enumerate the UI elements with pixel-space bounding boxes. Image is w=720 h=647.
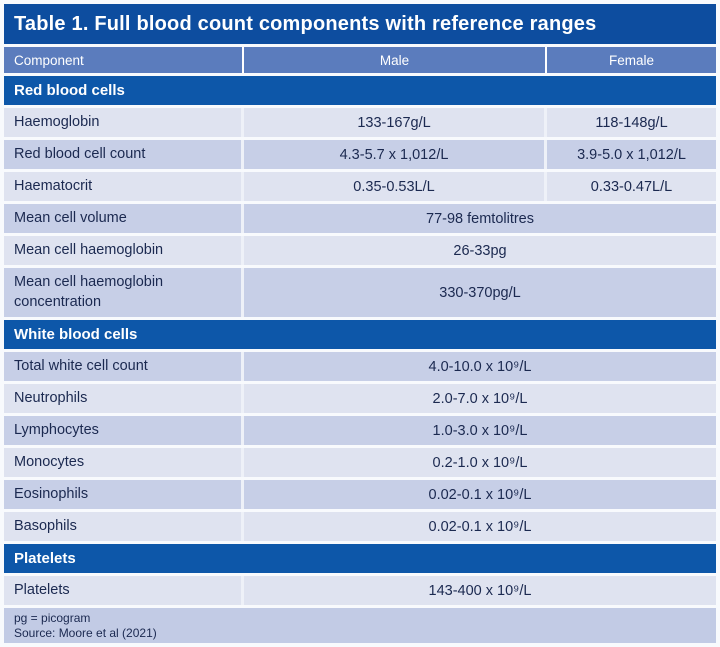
column-header-female: Female	[608, 52, 654, 68]
row-component-label: Eosinophils	[4, 480, 244, 509]
table-footnotes: pg = picogram Source: Moore et al (2021)	[4, 608, 716, 643]
row-value-combined: 2.0-7.0 x 10⁹/L	[244, 384, 716, 413]
row-value-combined: 143-400 x 10⁹/L	[244, 576, 716, 605]
section-header: Platelets	[4, 544, 716, 573]
row-component-label: Monocytes	[4, 448, 244, 477]
column-header-component: Component	[4, 47, 244, 73]
row-value-combined: 1.0-3.0 x 10⁹/L	[244, 416, 716, 445]
column-header-row: Component Male Female	[4, 47, 716, 73]
row-value-combined: 77-98 femtolitres	[244, 204, 716, 233]
row-component-label: Mean cell haemoglobin concentration	[4, 268, 244, 317]
row-value-male: 133-167g/L	[244, 108, 547, 137]
row-component-label: Lymphocytes	[4, 416, 244, 445]
footnote-source: Source: Moore et al (2021)	[14, 626, 157, 640]
section-header: Red blood cells	[4, 76, 716, 105]
table-row: Platelets 143-400 x 10⁹/L	[4, 576, 716, 605]
table-row: Mean cell haemoglobin concentration 330-3…	[4, 268, 716, 317]
table-row: Mean cell volume 77-98 femtolitres	[4, 204, 716, 233]
row-component-label: Red blood cell count	[4, 140, 244, 169]
row-value-combined: 0.02-0.1 x 10⁹/L	[244, 480, 716, 509]
row-component-label: Mean cell haemoglobin	[4, 236, 244, 265]
table-title: Table 1. Full blood count components wit…	[14, 12, 597, 35]
table-row: Neutrophils 2.0-7.0 x 10⁹/L	[4, 384, 716, 413]
table-row: Red blood cell count 4.3-5.7 x 1,012/L 3.9…	[4, 140, 716, 169]
column-header-male: Male	[244, 47, 547, 73]
row-component-label: Total white cell count	[4, 352, 244, 381]
table-body: Red blood cells Haemoglobin 133-167g/L 118-…	[4, 76, 716, 605]
row-component-label: Haematocrit	[4, 172, 244, 201]
table-row: Lymphocytes 1.0-3.0 x 10⁹/L	[4, 416, 716, 445]
row-value-combined: 0.02-0.1 x 10⁹/L	[244, 512, 716, 541]
row-value-female: 0.33-0.47L/L	[547, 172, 716, 201]
table-row: Haematocrit 0.35-0.53L/L 0.33-0.47L/L	[4, 172, 716, 201]
row-value-male: 0.35-0.53L/L	[244, 172, 547, 201]
row-value-female: 118-148g/L	[547, 108, 716, 137]
footnote-pg-definition: pg = picogram	[14, 611, 91, 625]
row-value-female: 3.9-5.0 x 1,012/L	[547, 140, 716, 169]
table-row: Mean cell haemoglobin 26-33pg	[4, 236, 716, 265]
table-row: Eosinophils 0.02-0.1 x 10⁹/L	[4, 480, 716, 509]
row-component-label: Haemoglobin	[4, 108, 244, 137]
table-row: Basophils 0.02-0.1 x 10⁹/L	[4, 512, 716, 541]
row-value-combined: 0.2-1.0 x 10⁹/L	[244, 448, 716, 477]
row-component-label: Basophils	[4, 512, 244, 541]
section-header: White blood cells	[4, 320, 716, 349]
row-component-label: Platelets	[4, 576, 244, 605]
table-row: Haemoglobin 133-167g/L 118-148g/L	[4, 108, 716, 137]
row-component-label: Mean cell volume	[4, 204, 244, 233]
row-value-male: 4.3-5.7 x 1,012/L	[244, 140, 547, 169]
table-title-bar: Table 1. Full blood count components wit…	[4, 4, 716, 44]
table-row: Monocytes 0.2-1.0 x 10⁹/L	[4, 448, 716, 477]
row-value-combined: 330-370pg/L	[244, 268, 716, 317]
row-value-combined: 4.0-10.0 x 10⁹/L	[244, 352, 716, 381]
table-row: Total white cell count 4.0-10.0 x 10⁹/L	[4, 352, 716, 381]
row-value-combined: 26-33pg	[244, 236, 716, 265]
row-component-label: Neutrophils	[4, 384, 244, 413]
